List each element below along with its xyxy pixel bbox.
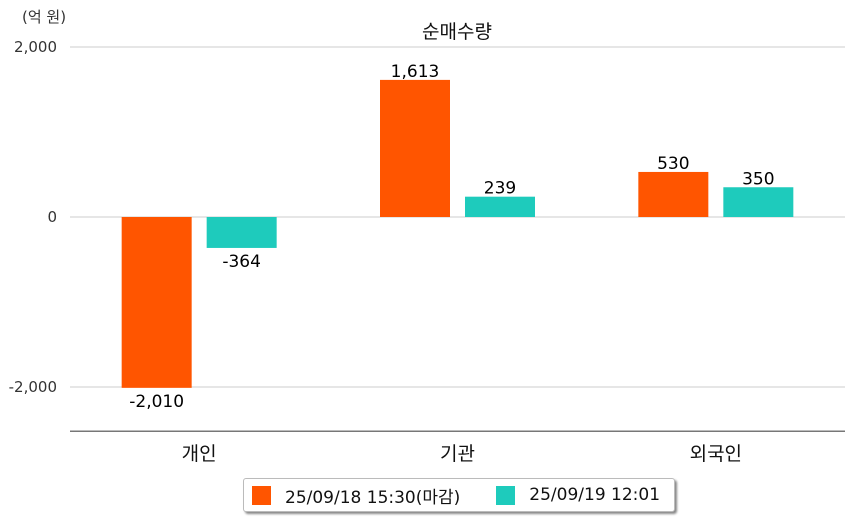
legend-swatch [252, 485, 271, 505]
chart-title: 순매수량 [422, 21, 492, 43]
bar [206, 217, 277, 248]
y-tick-label: 2,000 [14, 38, 57, 56]
data-label: 239 [484, 179, 516, 199]
legend-item-1[interactable]: 25/09/19 12:01 [496, 485, 660, 505]
data-label: -364 [222, 252, 261, 272]
x-tick-label: 기관 [440, 443, 475, 465]
x-tick-label: 외국인 [690, 443, 742, 465]
bar [121, 217, 192, 388]
bar [465, 196, 535, 217]
unit-label: (억 원) [22, 8, 66, 26]
bar [380, 79, 450, 218]
legend-label: 25/09/18 15:30(마감) [285, 487, 461, 508]
data-label: 530 [657, 154, 689, 174]
legend-label: 25/09/19 12:01 [529, 485, 661, 505]
legend: 25/09/18 15:30(마감) 25/09/19 12:01 [243, 478, 675, 512]
data-label: 1,613 [391, 62, 440, 82]
bar [723, 187, 794, 217]
legend-item-0[interactable]: 25/09/18 15:30(마감) [252, 483, 460, 508]
x-tick-label: 개인 [182, 443, 217, 465]
bar [638, 171, 709, 217]
y-tick-label: -2,000 [9, 378, 57, 396]
data-label: 350 [742, 169, 774, 189]
y-tick-label: 0 [47, 208, 57, 226]
data-label: -2,010 [129, 392, 184, 412]
legend-swatch [496, 485, 516, 505]
